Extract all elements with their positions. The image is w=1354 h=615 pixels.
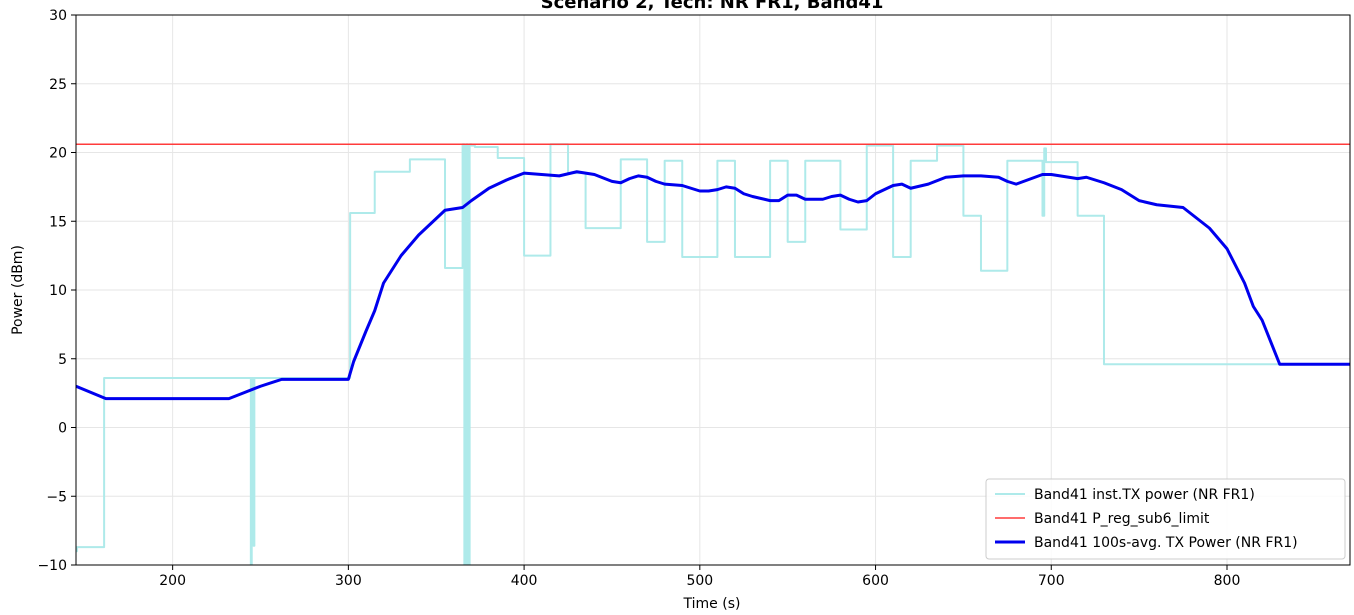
x-tick-label: 500 (686, 573, 713, 589)
y-tick-label: −10 (37, 558, 67, 574)
y-tick-label: 30 (49, 8, 67, 24)
legend-entry: Band41 100s-avg. TX Power (NR FR1) (1034, 535, 1298, 551)
legend-entry: Band41 inst.TX power (NR FR1) (1034, 487, 1255, 503)
legend-box (985, 478, 1346, 560)
y-tick-label: 20 (49, 146, 67, 162)
y-tick-label: 15 (49, 214, 67, 230)
chart-title: Scenario 2, Tech: NR FR1, Band41 (541, 0, 884, 13)
y-ticks: −10 −5 0 5 10 15 20 25 30 (37, 8, 76, 574)
y-tick-label: −5 (46, 489, 67, 505)
y-tick-label: 0 (58, 421, 67, 437)
grid (76, 14, 1350, 566)
legend-entry: Band41 P_reg_sub6_limit (1034, 511, 1210, 527)
x-tick-label: 200 (159, 573, 186, 589)
y-axis-label: Power (dBm) (10, 245, 26, 335)
x-tick-label: 600 (862, 573, 889, 589)
x-tick-label: 400 (511, 573, 538, 589)
y-tick-label: 25 (49, 77, 67, 93)
plot-area (76, 143, 1350, 565)
x-tick-label: 700 (1038, 573, 1065, 589)
series-line-3 (76, 170, 1350, 401)
legend: Band41 inst.TX power (NR FR1) Band41 P_re… (985, 478, 1346, 560)
x-axis-label: Time (s) (683, 596, 741, 612)
x-tick-label: 800 (1214, 573, 1241, 589)
y-tick-label: 10 (49, 283, 67, 299)
y-tick-label: 5 (58, 352, 67, 368)
x-ticks: 200 300 400 500 600 700 800 (159, 565, 1240, 589)
series-layer (76, 143, 1350, 565)
x-tick-label: 300 (335, 573, 362, 589)
